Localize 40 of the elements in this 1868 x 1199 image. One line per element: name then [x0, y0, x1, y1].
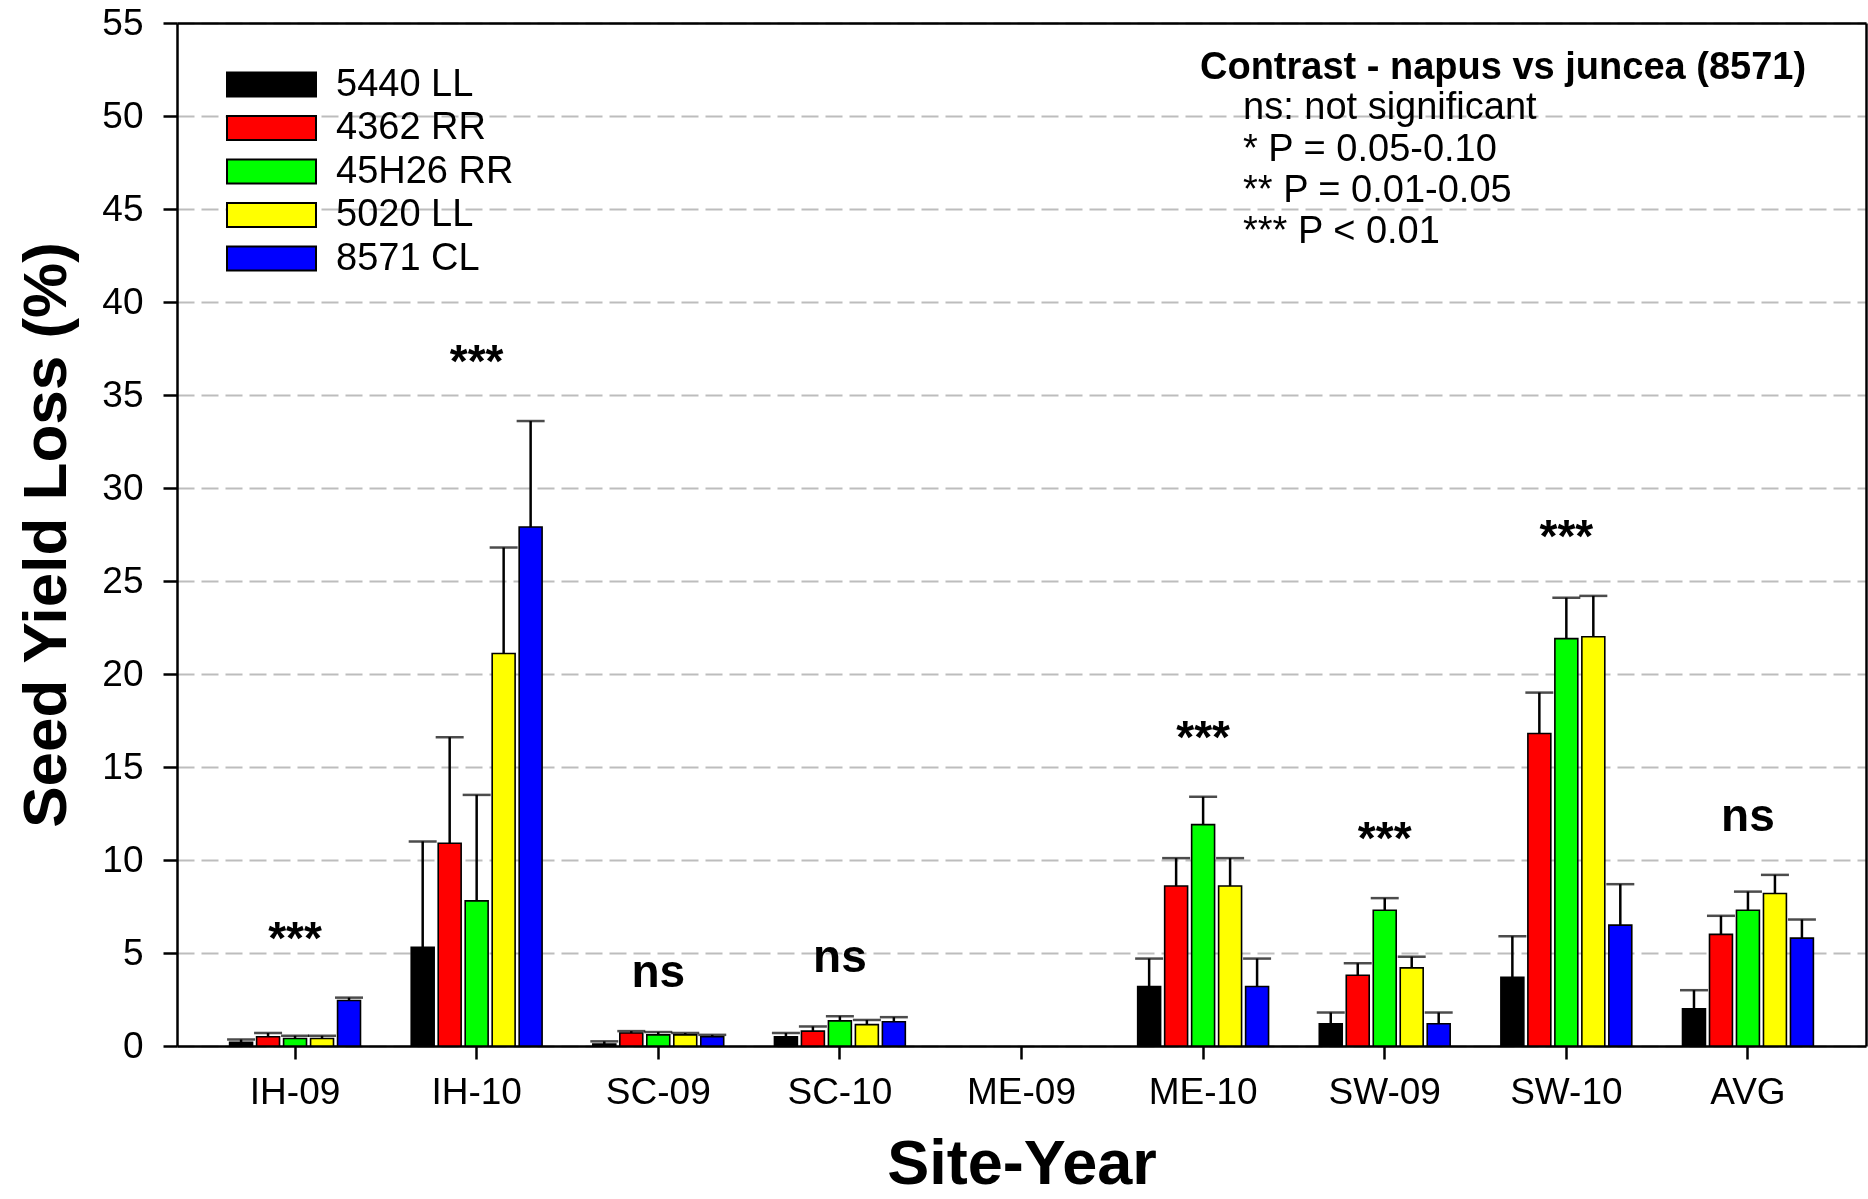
y-tick-label: 5	[122, 931, 144, 973]
annotation: * P = 0.05-0.10	[1243, 126, 1497, 169]
annotation: ns	[1721, 788, 1775, 841]
x-tick-label: IH-10	[431, 1070, 522, 1112]
annotation: ***	[449, 335, 504, 388]
legend-label: 8571 CL	[336, 235, 480, 278]
x-tick-label: SW-09	[1328, 1070, 1441, 1112]
x-tick-label: SW-10	[1510, 1070, 1623, 1112]
x-tick-label: AVG	[1710, 1070, 1786, 1112]
annotation: *** P < 0.01	[1243, 209, 1440, 252]
y-tick-label: 35	[102, 373, 144, 415]
annotation: ns	[631, 945, 686, 998]
y-tick-label: 50	[102, 94, 144, 136]
x-tick-label: IH-09	[249, 1070, 341, 1112]
y-tick-label: 15	[102, 745, 144, 787]
legend-label: 45H26 RR	[336, 148, 514, 191]
legend-label: 5440 LL	[336, 61, 474, 104]
y-tick-label: 10	[102, 838, 144, 880]
x-tick-label: SC-09	[605, 1070, 711, 1112]
annotation: ns	[813, 930, 867, 983]
y-tick-label: 20	[102, 652, 144, 694]
y-axis-title: Seed Yield Loss (%)	[9, 242, 79, 828]
annotation: Contrast - napus vs juncea (8571)	[1200, 45, 1807, 87]
legend-label: 5020 LL	[336, 192, 474, 235]
annotation: ***	[1176, 710, 1231, 763]
y-tick-label: 30	[102, 466, 144, 508]
y-tick-label: 25	[102, 559, 144, 601]
x-axis-title: Site-Year	[887, 1126, 1157, 1197]
annotation: ***	[1357, 812, 1412, 865]
annotation: ***	[1539, 509, 1594, 562]
y-tick-label: 40	[102, 280, 144, 322]
y-tick-label: 55	[102, 1, 144, 43]
y-tick-label: 0	[122, 1024, 144, 1066]
annotation: ** P = 0.01-0.05	[1243, 168, 1512, 210]
x-tick-label: SC-10	[787, 1070, 893, 1112]
legend-label: 4362 RR	[336, 105, 486, 148]
x-tick-label: ME-09	[967, 1070, 1076, 1112]
y-tick-label: 45	[102, 187, 144, 229]
x-tick-label: ME-10	[1148, 1070, 1258, 1112]
annotation: ***	[268, 911, 322, 964]
